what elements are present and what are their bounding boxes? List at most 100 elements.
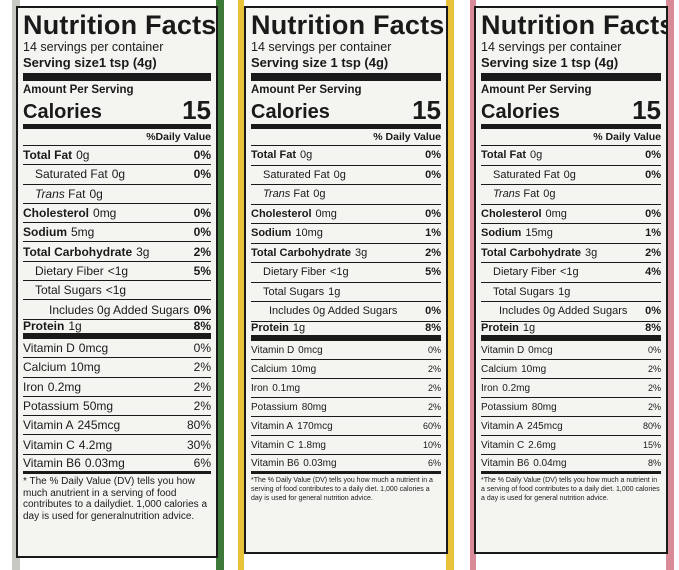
calories-value: 15 — [182, 95, 211, 125]
nutrient-label: Vitamin D 0mcg — [481, 345, 553, 356]
servings-per-container: 14 servings per container — [251, 40, 392, 54]
nutrient-row-dietary-fiber: Dietary Fiber <1g 5% — [23, 262, 211, 282]
nutrient-amount: 3g — [355, 246, 368, 259]
label-title: Nutrition Facts — [481, 10, 668, 40]
nutrient-label: Cholesterol 0mg — [251, 208, 337, 220]
daily-value-percent: 0% — [193, 225, 211, 240]
nutrient-row-fat: Trans Fat 0g — [251, 185, 441, 205]
nutrient-amount: 2.6mg — [528, 439, 556, 451]
nutrient-label: Vitamin B6 0.03mg — [23, 456, 125, 470]
nutrient-label: Protein 1g — [23, 319, 82, 333]
nutrient-row-total-sugars: Total Sugars 1g — [481, 283, 661, 302]
nutrient-name: Total Fat — [481, 149, 527, 162]
nutrient-row-total-fat: Total Fat 0g 0% — [23, 146, 211, 166]
nutrient-label: Vitamin B6 0.04mg — [481, 458, 567, 469]
nutrient-label: Vitamin B6 0.03mg — [251, 458, 337, 469]
daily-value-percent: 0% — [425, 168, 441, 181]
nutrient-label: Includes 0g Added Sugars — [499, 305, 627, 317]
nutrient-row-sodium: Sodium 15mg 1% — [481, 224, 661, 244]
nutrient-row-vitamin-a: Vitamin A 245mcg 80% — [481, 417, 661, 436]
nutrient-amount: <1g — [329, 266, 349, 279]
nutrient-name: Saturated Fat — [35, 167, 108, 182]
nutrient-label: Vitamin A 245mcg — [481, 421, 563, 432]
daily-value-percent: 0% — [193, 206, 211, 221]
nutrient-label: Total Carbohydrate 3g — [23, 245, 149, 259]
daily-value-percent: 0% — [645, 207, 661, 220]
nutrient-label: Total Carbohydrate 3g — [251, 247, 367, 259]
nutrient-row-vitamin-a: Vitamin A 170mcg 60% — [251, 417, 441, 436]
daily-value-percent: 8% — [425, 322, 441, 335]
daily-value-percent: 2% — [427, 364, 441, 374]
nutrient-row-fat: Trans Fat 0g — [481, 185, 661, 205]
nutrient-name: Vitamin B6 — [251, 457, 300, 469]
nutrient-row-vitamin-b6: Vitamin B6 0.03mg 6% — [251, 455, 441, 474]
nutrient-row-protein: Protein 1g 8% — [251, 322, 441, 341]
nutrient-label: Dietary Fiber <1g — [493, 266, 579, 278]
nutrient-row-total-fat: Total Fat 0g 0% — [251, 146, 441, 166]
nutrient-label: Calcium 10mg — [251, 364, 316, 375]
nutrient-label: Saturated Fat 0g — [263, 169, 346, 181]
nutrient-name: Cholesterol — [481, 207, 542, 220]
nutrient-row-total-sugars: Total Sugars <1g — [23, 281, 211, 301]
nutrient-row-vitamin-c: Vitamin C 2.6mg 15% — [481, 436, 661, 455]
nutrient-name: Potassium — [251, 401, 298, 413]
daily-value-percent: 0% — [425, 207, 441, 220]
nutrient-name: Cholesterol — [23, 206, 90, 221]
nutrient-label: Potassium 80mg — [251, 402, 327, 413]
nutrient-name: Fat — [523, 188, 540, 201]
nutrient-row-calcium: Calcium 10mg 2% — [251, 360, 441, 379]
nutrient-name: Protein — [481, 322, 519, 335]
nutrient-name: Saturated Fat — [263, 168, 330, 181]
daily-value-percent: 0% — [647, 345, 661, 355]
nutrient-label: Trans Fat 0g — [263, 188, 326, 200]
nutrient-amount: 80mg — [301, 401, 327, 413]
daily-value-percent: 2% — [647, 402, 661, 412]
nutrient-name: Total Carbohydrate — [251, 246, 352, 259]
nutrient-row-cholesterol: Cholesterol 0mg 0% — [481, 205, 661, 224]
calories-row: Calories 15 — [23, 97, 211, 129]
package-edge-green — [216, 0, 224, 570]
nutrient-amount: 1g — [522, 322, 536, 335]
nutrient-row-potassium: Potassium 80mg 2% — [481, 398, 661, 417]
daily-value-percent: 2% — [647, 383, 661, 393]
nutrient-amount: 170mcg — [297, 420, 333, 432]
footnote: * The % Daily Value (DV) tells you how m… — [23, 476, 207, 522]
nutrient-row-protein: Protein 1g 8% — [481, 322, 661, 341]
calories-label: Calories — [23, 101, 102, 123]
divider-thick — [481, 73, 661, 81]
nutrient-label: Sodium 10mg — [251, 227, 323, 239]
nutrient-label: Cholesterol 0mg — [23, 206, 116, 220]
nutrient-amount: 0mg — [545, 207, 567, 220]
nutrient-name: Iron — [23, 379, 44, 394]
nutrition-label-1: Nutrition Facts 14 servings per containe… — [16, 6, 218, 558]
nutrient-name: Includes 0g Added Sugars — [49, 302, 190, 317]
nutrient-name: Includes 0g Added Sugars — [499, 305, 628, 318]
nutrient-label: Trans Fat 0g — [493, 188, 556, 200]
nutrient-label: Protein 1g — [251, 322, 305, 334]
nutrient-name: Vitamin C — [23, 437, 75, 452]
nutrient-amount: 0g — [530, 149, 543, 162]
nutrient-name: Vitamin D — [251, 344, 295, 356]
nutrient-row-iron: Iron 0.2mg 2% — [481, 379, 661, 398]
nutrition-label-2: Nutrition Facts 14 servings per containe… — [244, 6, 448, 554]
daily-value-percent: 5% — [425, 266, 441, 279]
nutrient-name: Saturated Fat — [493, 168, 560, 181]
nutrient-row-potassium: Potassium 80mg 2% — [251, 398, 441, 417]
nutrient-row-vitamin-b6: Vitamin B6 0.03mg 6% — [23, 455, 211, 475]
daily-value-percent: 10% — [422, 440, 441, 450]
nutrient-row-vitamin-d: Vitamin D 0mcg 0% — [251, 341, 441, 360]
nutrient-row-vitamin-c: Vitamin C 4.2mg 30% — [23, 435, 211, 455]
nutrient-name: Fat — [293, 188, 310, 201]
daily-value-percent: 0% — [427, 345, 441, 355]
daily-value-percent: 2% — [427, 402, 441, 412]
nutrient-amount: 15mg — [525, 227, 553, 240]
nutrient-row-dietary-fiber: Dietary Fiber <1g 4% — [481, 263, 661, 283]
nutrient-prefix: Trans — [263, 188, 291, 201]
nutrient-name: Total Carbohydrate — [23, 244, 133, 259]
nutrient-amount: 1.8mg — [298, 439, 326, 451]
nutrient-row-cholesterol: Cholesterol 0mg 0% — [23, 204, 211, 224]
nutrient-amount: 0.04mg — [533, 457, 567, 469]
amount-per-serving: Amount Per Serving — [23, 84, 134, 96]
daily-value-percent: 5% — [193, 263, 211, 278]
daily-value-header: %Daily Value — [23, 129, 211, 146]
